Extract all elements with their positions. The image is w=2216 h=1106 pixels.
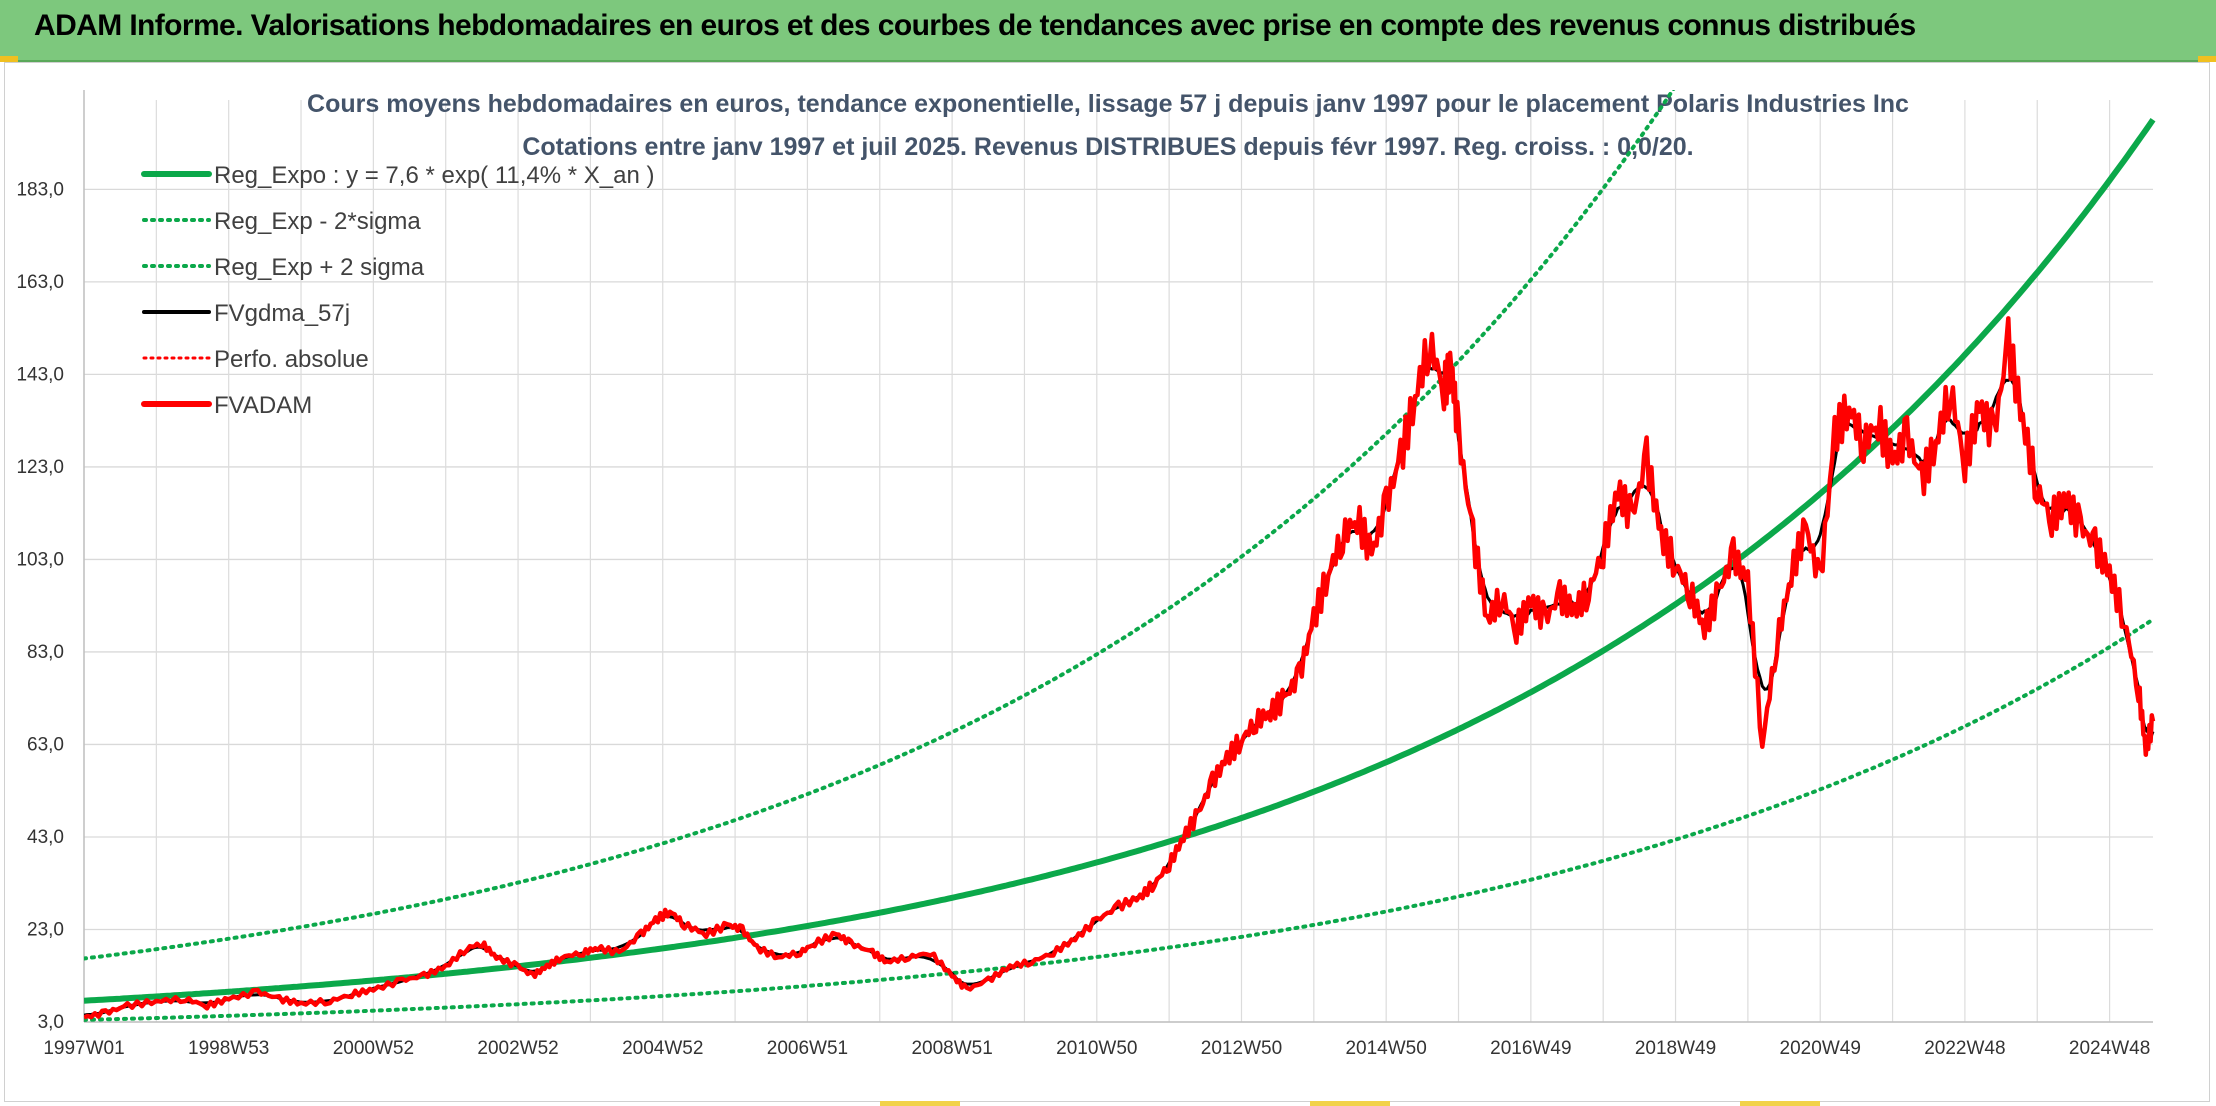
chart-subtitle: Cotations entre janv 1997 et juil 2025. … xyxy=(522,133,1693,161)
x-tick-label: 2010W50 xyxy=(1056,1038,1137,1059)
series-fvadam xyxy=(84,316,2156,1020)
corner-mark-right xyxy=(2198,56,2216,62)
legend-label: Reg_Exp - 2*sigma xyxy=(214,208,421,235)
y-tick-label: 143,0 xyxy=(16,364,64,385)
y-tick-label: 43,0 xyxy=(27,827,64,848)
y-tick-label: 63,0 xyxy=(27,734,64,755)
x-tick-label: 2000W52 xyxy=(333,1038,414,1059)
series-reg-minus-2sigma xyxy=(84,617,2155,1022)
y-tick-label: 163,0 xyxy=(16,272,64,293)
x-tick-label: 2022W48 xyxy=(1924,1038,2005,1059)
y-tick-label: 183,0 xyxy=(16,179,64,200)
legend-label: Reg_Exp + 2 sigma xyxy=(214,254,425,281)
x-tick-label: 2004W52 xyxy=(622,1038,703,1059)
x-tick-label: 2018W49 xyxy=(1635,1038,1716,1059)
y-tick-label: 103,0 xyxy=(16,549,64,570)
chart-title: Cours moyens hebdomadaires en euros, ten… xyxy=(307,90,1909,118)
legend-label: FVgdma_57j xyxy=(214,300,350,327)
x-tick-label: 1998W53 xyxy=(188,1038,269,1059)
grid xyxy=(83,100,2153,1023)
y-tick-label: 83,0 xyxy=(27,642,64,663)
legend-label: Reg_Expo : y = 7,6 * exp( 11,4% * X_an ) xyxy=(214,162,654,189)
x-tick-label: 2012W50 xyxy=(1201,1038,1282,1059)
chart: 3,0 23,0 43,0 63,0 83,0 103,0 123,0 143,0 163,0 1… xyxy=(16,90,2156,1059)
bottom-mark xyxy=(1310,1101,1390,1106)
series-reg-expo xyxy=(84,117,2156,1004)
y-tick-label: 23,0 xyxy=(27,919,64,940)
legend-label: FVADAM xyxy=(214,392,312,419)
x-tick-label: 2002W52 xyxy=(477,1038,558,1059)
legend: Reg_Expo : y = 7,6 * exp( 11,4% * X_an )… xyxy=(141,162,654,419)
series-group xyxy=(84,90,2156,1022)
x-tick-label: 2006W51 xyxy=(767,1038,848,1059)
x-tick-label: 1997W01 xyxy=(43,1038,124,1059)
x-tick-label: 2014W50 xyxy=(1345,1038,1426,1059)
header-title: ADAM Informe. Valorisations hebdomadaire… xyxy=(34,9,1916,42)
x-tick-label: 2024W48 xyxy=(2069,1038,2150,1059)
y-tick-label: 123,0 xyxy=(16,457,64,478)
series-fvgdma-57j xyxy=(84,366,2155,1017)
series-reg-plus-2sigma xyxy=(84,90,1676,961)
legend-label: Perfo. absolue xyxy=(214,346,369,373)
x-tick-label: 2016W49 xyxy=(1490,1038,1571,1059)
bottom-mark xyxy=(880,1101,960,1106)
bottom-mark xyxy=(1740,1101,1820,1106)
header-banner: ADAM Informe. Valorisations hebdomadaire… xyxy=(0,0,2216,62)
x-tick-label: 2008W51 xyxy=(911,1038,992,1059)
x-tick-label: 2020W49 xyxy=(1780,1038,1861,1059)
y-tick-label: 3,0 xyxy=(38,1012,64,1033)
corner-mark-left xyxy=(0,56,18,62)
